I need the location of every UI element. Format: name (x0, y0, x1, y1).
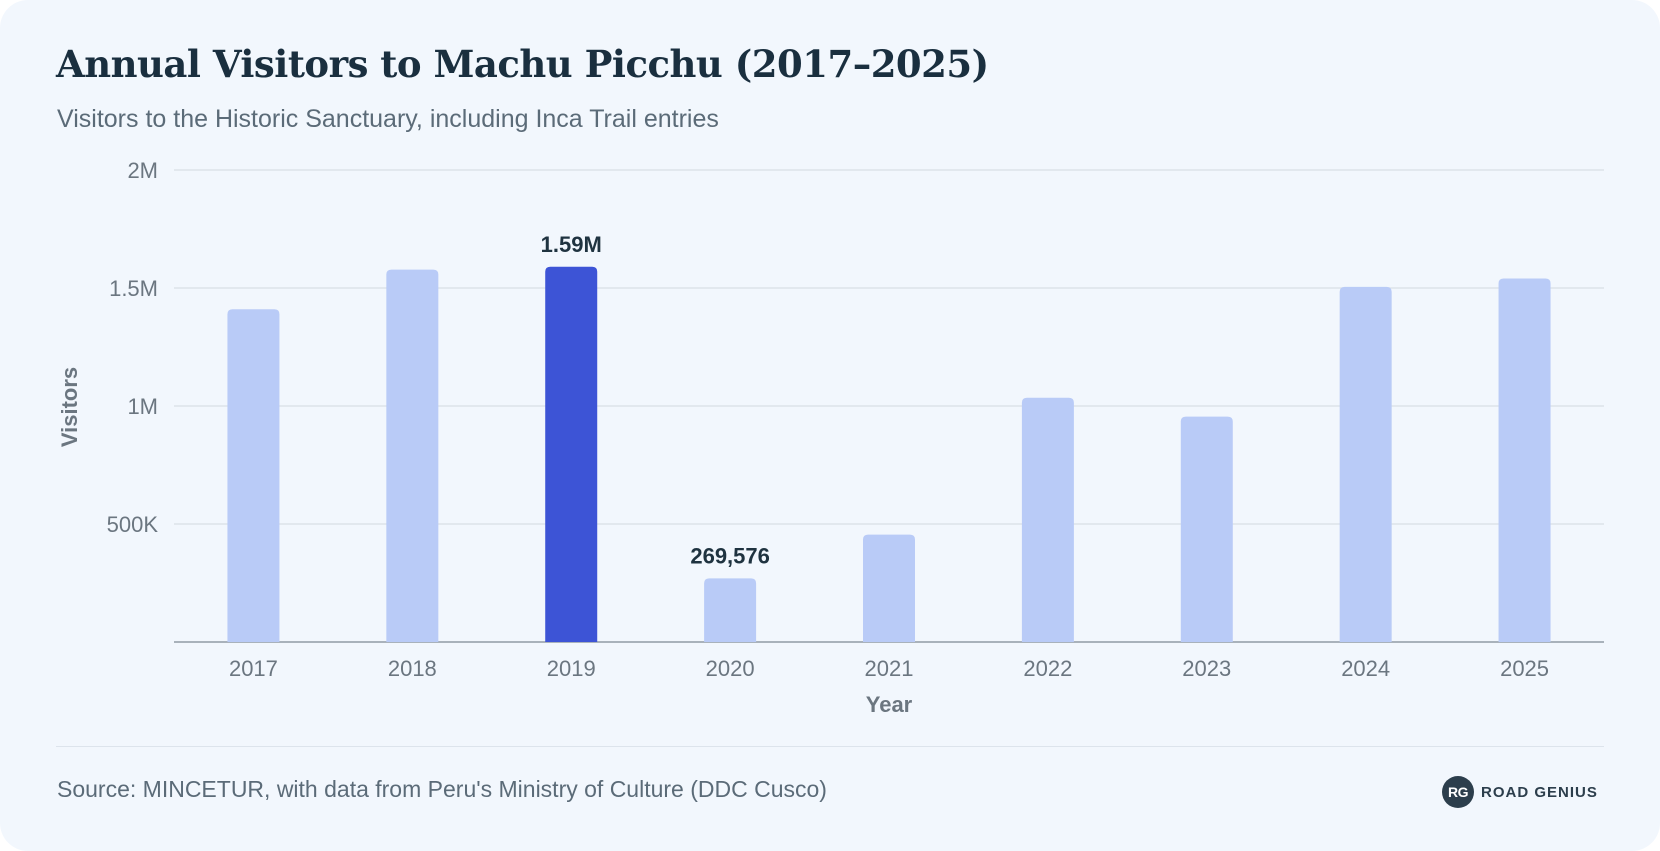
bar-2018 (386, 269, 439, 642)
x-tick-label: 2018 (388, 656, 437, 681)
x-tick-label: 2019 (547, 656, 596, 681)
bars (227, 266, 1551, 642)
x-tick-label: 2021 (865, 656, 914, 681)
data-labels: 1.59M 269,576 (541, 232, 770, 569)
chart-title: Annual Visitors to Machu Picchu (2017–20… (56, 42, 989, 86)
y-tick-label: 2M (127, 158, 158, 183)
bar-2024 (1339, 286, 1392, 642)
x-axis-title: Year (866, 692, 913, 717)
x-tick-label: 2020 (706, 656, 755, 681)
data-label-2020: 269,576 (690, 543, 770, 568)
brand-logo-icon: RG (1442, 776, 1474, 808)
footer-divider (56, 746, 1604, 747)
chart-subtitle: Visitors to the Historic Sanctuary, incl… (57, 105, 719, 133)
bar-2022 (1021, 397, 1074, 642)
y-tick-label: 1M (127, 394, 158, 419)
y-tick-label: 500K (107, 512, 159, 537)
bar-2017 (227, 309, 280, 642)
x-axis-ticks: 2017 2018 2019 2020 2021 2022 2023 2024 2025 (229, 656, 1549, 681)
x-tick-label: 2022 (1023, 656, 1072, 681)
bar-2025 (1498, 278, 1551, 642)
x-tick-label: 2024 (1341, 656, 1390, 681)
bar-2020 (704, 578, 757, 642)
y-axis-ticks: 500K 1M 1.5M 2M (107, 158, 159, 537)
x-tick-label: 2025 (1500, 656, 1549, 681)
bar-2023 (1180, 416, 1233, 642)
bar-chart: 500K 1M 1.5M 2M 2017 2018 2019 2020 2021 2022 202… (57, 158, 1604, 717)
x-tick-label: 2017 (229, 656, 278, 681)
bar-2019 (545, 266, 598, 642)
y-tick-label: 1.5M (109, 276, 158, 301)
brand-name: ROAD GENIUS (1481, 783, 1598, 801)
bar-2021 (863, 534, 915, 642)
x-tick-label: 2023 (1182, 656, 1231, 681)
source-note: Source: MINCETUR, with data from Peru's … (57, 776, 827, 802)
y-axis-title: Visitors (57, 367, 82, 447)
data-label-2019: 1.59M (541, 232, 602, 257)
brand-link[interactable]: RG ROAD GENIUS (1442, 775, 1598, 809)
